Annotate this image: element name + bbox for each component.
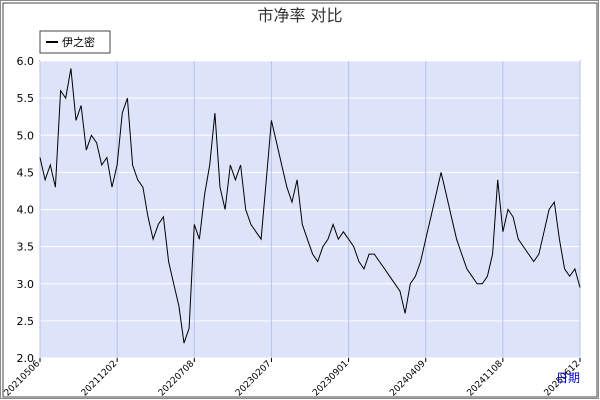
y-tick-label: 4.5 — [17, 166, 35, 179]
y-tick-label: 5.0 — [17, 129, 35, 142]
chart-title: 市净率 对比 — [257, 6, 342, 25]
legend-label: 伊之密 — [62, 35, 95, 49]
legend: 伊之密 — [39, 30, 111, 54]
y-tick-label: 3.0 — [17, 278, 35, 291]
y-tick-label: 2.5 — [17, 315, 35, 328]
y-tick-label: 2.0 — [17, 352, 35, 365]
y-tick-label: 4.0 — [17, 204, 35, 217]
series-line — [39, 68, 581, 344]
y-tick-label: 5.5 — [17, 92, 35, 105]
x-axis-label: 日期 — [556, 371, 580, 385]
y-tick-label: 3.5 — [17, 241, 35, 254]
y-tick-label: 6.0 — [17, 55, 35, 68]
legend-box — [39, 30, 111, 54]
